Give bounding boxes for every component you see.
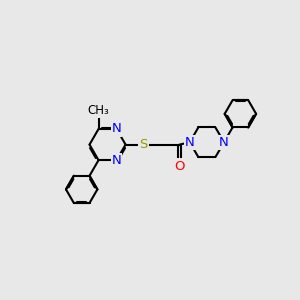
- Text: S: S: [140, 138, 148, 151]
- Text: N: N: [185, 136, 195, 149]
- Text: CH₃: CH₃: [88, 104, 110, 117]
- Text: O: O: [174, 160, 185, 172]
- Text: N: N: [219, 136, 229, 149]
- Text: N: N: [112, 154, 122, 167]
- Text: N: N: [112, 122, 122, 136]
